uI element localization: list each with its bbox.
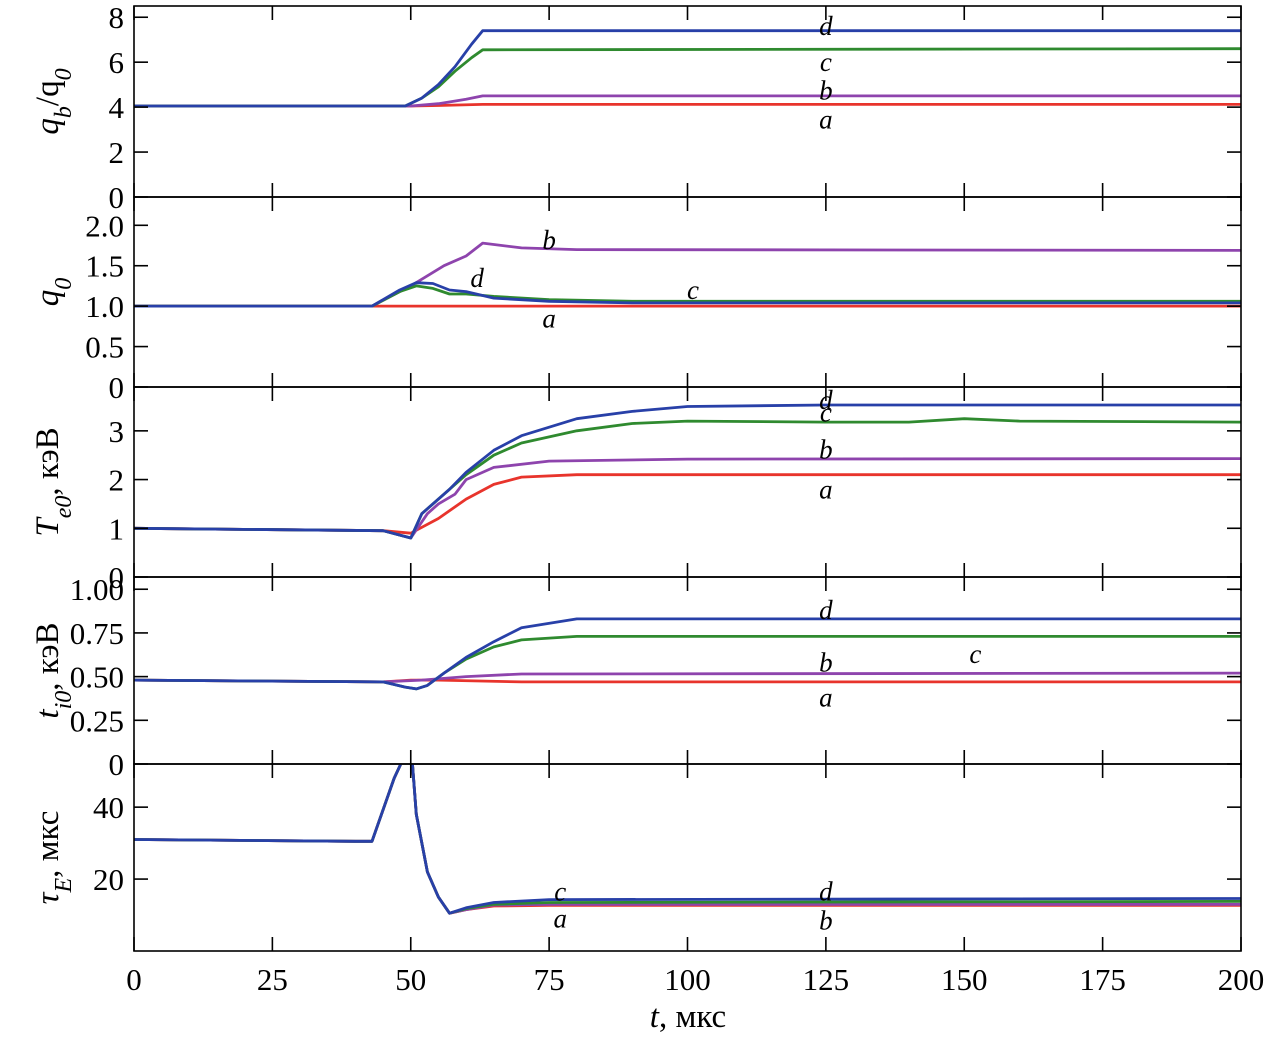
x-tick-label: 175 bbox=[1079, 962, 1126, 997]
y-axis-label: q0 bbox=[30, 278, 77, 307]
x-tick-label: 200 bbox=[1218, 962, 1265, 997]
series-line-d bbox=[134, 29, 1241, 108]
y-axis-label: ti0, кэВ bbox=[30, 622, 77, 718]
x-tick-label: 125 bbox=[803, 962, 850, 997]
x-tick-label: 100 bbox=[664, 962, 711, 997]
x-tick-label: 150 bbox=[941, 962, 988, 997]
y-tick-label: 40 bbox=[93, 790, 124, 825]
x-tick-label: 0 bbox=[126, 962, 142, 997]
series-line-c bbox=[134, 417, 1241, 540]
series-line-b bbox=[134, 457, 1241, 540]
y-tick-label: 8 bbox=[109, 0, 125, 35]
panel-frame bbox=[133, 576, 1242, 765]
y-tick-label: 3 bbox=[109, 414, 125, 449]
curve-label-b: b bbox=[819, 434, 833, 464]
curve-label-a: a bbox=[553, 904, 567, 934]
series-group bbox=[134, 241, 1241, 308]
series-line-c bbox=[134, 47, 1241, 108]
series-line-d bbox=[134, 281, 1241, 308]
y-tick-label: 2 bbox=[109, 135, 125, 170]
curve-label-b: b bbox=[819, 905, 833, 935]
series-group bbox=[134, 29, 1241, 108]
curve-label-c: c bbox=[820, 397, 832, 427]
panel-frame bbox=[133, 763, 1242, 952]
y-tick-label: 0.50 bbox=[70, 660, 124, 695]
curve-label-b: b bbox=[819, 648, 833, 678]
y-tick-label: 2 bbox=[109, 463, 125, 498]
y-axis-label: τE, мкс bbox=[30, 811, 77, 905]
x-tick-label: 50 bbox=[395, 962, 426, 997]
curve-label-c: c bbox=[820, 47, 832, 77]
y-tick-label: 1.5 bbox=[85, 249, 124, 284]
series-group bbox=[134, 764, 1241, 915]
y-tick-label: 0 bbox=[109, 370, 125, 405]
curve-label-c: c bbox=[554, 877, 566, 907]
y-tick-label: 0.25 bbox=[70, 703, 124, 738]
series-group bbox=[134, 617, 1241, 691]
panel-4: 0 0.25 0.50 0.75 1.00 ti0, кэВ d c ba bbox=[30, 572, 1242, 782]
curve-label-b: b bbox=[819, 75, 833, 105]
curve-label-d: d bbox=[470, 263, 484, 293]
y-tick-label: 0 bbox=[109, 180, 125, 215]
y-tick-label: 0 bbox=[109, 560, 125, 595]
y-axis-label: qb/q0 bbox=[30, 68, 77, 134]
curve-label-d: d bbox=[819, 11, 833, 41]
curve-label-d: d bbox=[819, 877, 833, 907]
curve-label-c: c bbox=[969, 639, 981, 669]
y-tick-label: 1 bbox=[109, 511, 125, 546]
curve-label-d: d bbox=[819, 595, 833, 625]
curve-label-a: a bbox=[819, 104, 833, 134]
y-tick-label: 4 bbox=[109, 90, 125, 125]
curve-label-a: a bbox=[819, 683, 833, 713]
series-line-d bbox=[134, 403, 1241, 540]
x-tick-label: 75 bbox=[534, 962, 565, 997]
curve-label-a: a bbox=[819, 474, 833, 504]
y-tick-label: 2.0 bbox=[85, 208, 124, 243]
x-tick-label: 25 bbox=[257, 962, 288, 997]
panel-frame bbox=[133, 5, 1242, 198]
series-line-a bbox=[134, 473, 1241, 535]
series-line-d bbox=[134, 764, 1241, 915]
series-group bbox=[134, 403, 1241, 540]
x-axis-label: t, мкс bbox=[650, 999, 726, 1035]
panel-frame bbox=[133, 386, 1242, 578]
y-axis-label: Te0, кэВ bbox=[30, 427, 77, 536]
series-line-d bbox=[134, 617, 1241, 691]
y-tick-label: 1.00 bbox=[70, 572, 124, 607]
curve-label-b: b bbox=[542, 225, 556, 255]
curve-label-a: a bbox=[542, 303, 556, 333]
y-tick-label: 0.75 bbox=[70, 616, 124, 651]
panel-5: 20 40 τE, мкс ca db bbox=[30, 763, 1242, 952]
x-axis: 0 25 50 75 100 125 150 175 200 bbox=[126, 962, 1264, 997]
panel-2: 0 0.5 1.0 1.5 2.0 q0 b d c a bbox=[30, 196, 1242, 405]
curve-label-c: c bbox=[687, 275, 699, 305]
curve-label-d: d bbox=[819, 385, 833, 415]
y-tick-label: 6 bbox=[109, 45, 125, 80]
y-tick-label: 0.5 bbox=[85, 330, 124, 365]
y-tick-label: 1.0 bbox=[85, 289, 124, 324]
y-tick-label: 20 bbox=[93, 862, 124, 897]
y-tick-label: 0 bbox=[109, 747, 125, 782]
